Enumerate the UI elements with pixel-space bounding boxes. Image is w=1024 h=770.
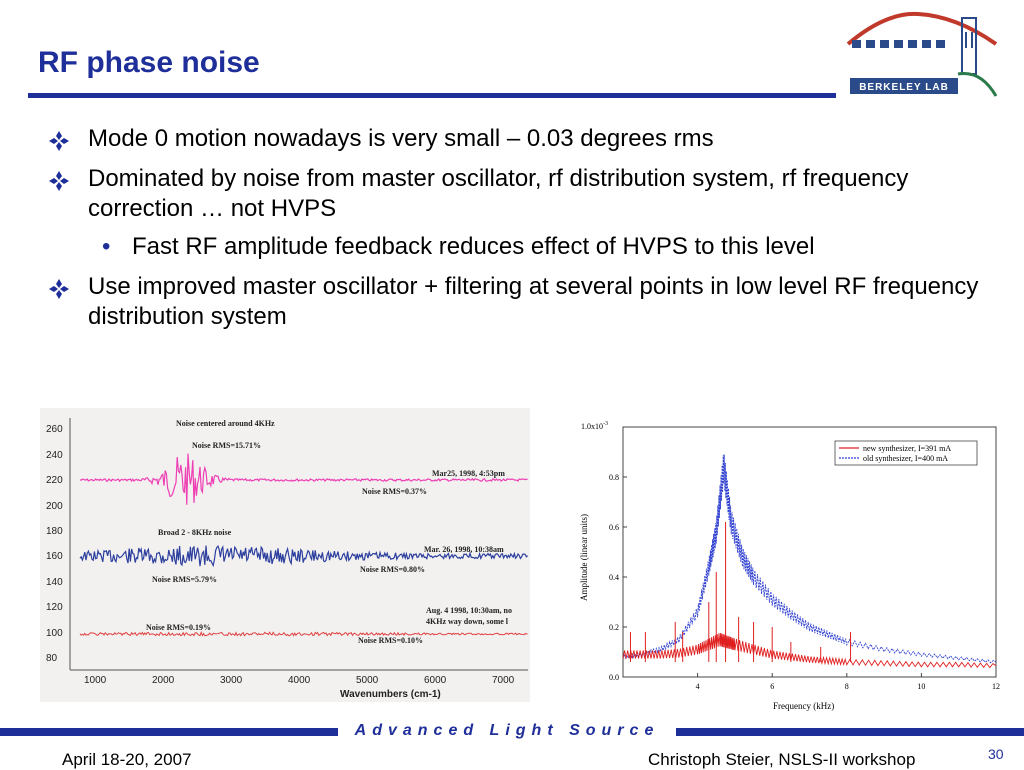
logo-text: BERKELEY LAB [859,82,949,93]
diamond-bullet-icon [49,279,69,299]
scan-trace-blue [79,544,529,568]
scan-annotation: Broad 2 - 8KHz noise [158,528,232,537]
page-number: 30 [988,746,1004,762]
bullet-text: Use improved master oscillator + filteri… [88,273,979,330]
scan-annotation: Aug. 4 1998, 10:30am, no [426,606,512,615]
scan-annotation: Noise RMS=0.37% [362,487,427,496]
legend-label-old: old synthesizer, I=400 mA [863,454,948,463]
scan-annotation: Mar. 26, 1998, 10:38am [424,545,504,554]
scan-annotation: Noise RMS=15.71% [192,441,261,450]
scan-xtick-label: 3000 [220,675,243,686]
x-tick-label: 12 [992,682,1000,691]
scan-annotation: Noise RMS=5.79% [152,575,217,584]
y-multiplier-label: 1.0x10-3 [581,421,608,431]
scan-xtick-label: 2000 [152,675,175,686]
footer-bar-left [0,728,338,736]
sub-bullet-item: • Fast RF amplitude feedback reduces eff… [48,232,988,262]
scan-annotation: 4KHz way down, some l [426,617,509,626]
y-tick-label: 0.2 [609,623,619,632]
bullet-item: Use improved master oscillator + filteri… [48,272,988,332]
scan-ytick-label: 80 [46,653,58,664]
scan-annotation: Noise centered around 4KHz [176,419,275,428]
page-title: RF phase noise [38,46,260,79]
scan-annotation: Noise RMS=0.10% [358,636,423,645]
scan-trace-red [79,630,528,637]
y-tick-label: 0.8 [609,473,619,482]
dot-bullet-icon: • [102,233,111,260]
legend: new synthesizer, I=391 mA old synthesize… [834,440,978,466]
bullet-item: Mode 0 motion nowadays is very small – 0… [48,124,988,154]
x-tick-label: 6 [770,682,774,691]
scan-ytick-label: 120 [46,602,63,613]
y-multiplier-base: 1.0x10 [581,422,603,431]
bullet-text: Mode 0 motion nowadays is very small – 0… [88,125,714,152]
scan-annotation: Noise RMS=0.19% [146,623,211,632]
footer-date: April 18-20, 2007 [62,750,192,769]
scan-annotation: Mar25, 1998, 4:53pm [432,469,505,478]
y-tick-label: 0.4 [609,573,619,582]
scan-ytick-label: 200 [46,501,63,512]
scanned-noise-chart: 260 240 220 200 180 160 140 120 100 80 1… [40,408,530,702]
series-line-old-synthesizer [622,454,997,664]
x-tick-label: 4 [696,682,700,691]
y-multiplier-exp: -3 [603,421,608,427]
scan-xtick-label: 7000 [492,675,515,686]
scan-ytick-label: 180 [46,526,63,537]
x-tick-label: 10 [917,682,925,691]
scan-ytick-label: 240 [46,450,63,461]
scan-xtick-label: 6000 [424,675,447,686]
scan-ytick-label: 140 [46,577,63,588]
scan-annotation: Noise RMS=0.80% [360,565,425,574]
scan-ytick-label: 100 [46,628,63,639]
footer-author: Christoph Steier, NSLS-II workshop [648,750,916,769]
scan-ytick-label: 220 [46,475,63,486]
scan-xtick-label: 1000 [84,675,107,686]
berkeley-lab-logo: BERKELEY LAB [846,11,998,97]
scan-xlabel: Wavenumbers (cm-1) [340,689,441,700]
y-tick-label: 0.6 [609,523,619,532]
y-tick-label: 0.0 [609,673,619,682]
scan-trace-pink [79,453,528,505]
scan-xtick-label: 4000 [288,675,311,686]
footer-bar-right [676,728,1024,736]
diamond-bullet-icon [49,131,69,151]
diamond-bullet-icon [49,171,69,191]
bullet-item: Dominated by noise from master oscillato… [48,164,988,224]
sub-bullet-text: Fast RF amplitude feedback reduces effec… [132,233,815,260]
x-tick-label: 8 [845,682,849,691]
plot-frame [622,426,997,678]
y-axis-label: Amplitude (linear units) [579,514,589,601]
scan-xtick-label: 5000 [356,675,379,686]
x-axis-label: Frequency (kHz) [773,701,834,711]
scan-ytick-label: 260 [46,424,63,435]
bullet-list: Mode 0 motion nowadays is very small – 0… [48,124,988,342]
frequency-spectrum-chart: 0.0 0.2 0.4 0.6 0.8 4 6 8 10 12 1.0x10-3 Amplitu… [573,413,1006,720]
bullet-text: Dominated by noise from master oscillato… [88,165,909,222]
scan-ytick-label: 160 [46,551,63,562]
footer-center-text: Advanced Light Source [354,722,660,739]
title-rule [28,93,836,98]
legend-label-new: new synthesizer, I=391 mA [863,444,951,453]
